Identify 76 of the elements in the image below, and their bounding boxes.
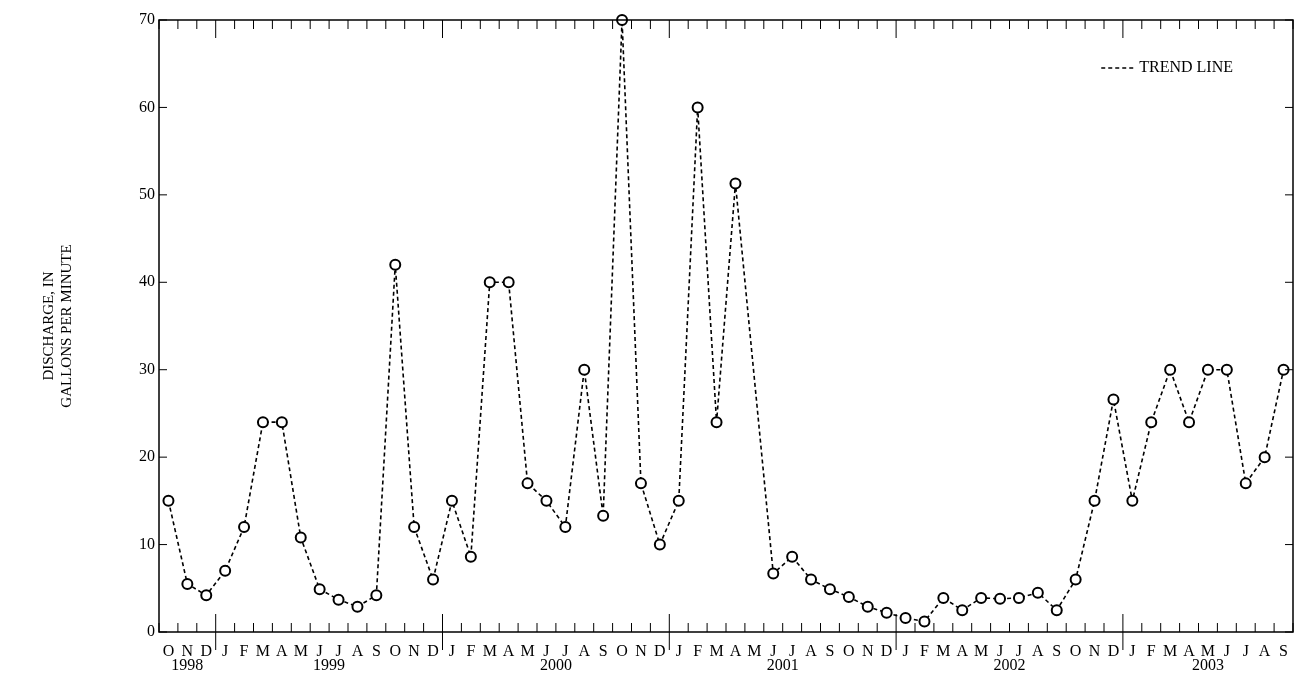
x-tick-label: J xyxy=(562,641,569,659)
text: 1999 xyxy=(313,656,346,674)
x-tick-label: M xyxy=(936,641,951,659)
text: 2001 xyxy=(766,656,799,674)
y-tick-label: 70 xyxy=(139,10,155,28)
x-tick-label: J xyxy=(448,641,456,659)
x-tick-label: M xyxy=(1200,641,1216,659)
x-tick-label: A xyxy=(805,641,818,659)
text: 2000 xyxy=(539,656,572,674)
x-tick-label: F xyxy=(693,641,703,659)
x-tick-label: J xyxy=(1129,641,1136,659)
x-tick-label: O xyxy=(162,641,175,659)
x-tick-label: S xyxy=(1279,641,1288,659)
x-tick-label: D xyxy=(200,641,213,659)
x-tick-label: A xyxy=(956,641,969,659)
x-tick-label: M xyxy=(974,641,989,659)
x-tick-label: F xyxy=(239,641,249,659)
x-tick-label: O xyxy=(843,641,855,659)
x-tick-label: J xyxy=(1223,641,1230,659)
x-tick-label: O xyxy=(389,641,402,659)
x-tick-label: O xyxy=(1069,641,1082,659)
x-tick-label: S xyxy=(371,641,381,659)
x-tick-label: A xyxy=(578,641,591,659)
x-tick-label: J xyxy=(902,641,909,659)
x-tick-label: J xyxy=(316,641,323,659)
y-tick-label: 0 xyxy=(147,622,155,640)
x-tick-label: J xyxy=(789,641,796,659)
x-tick-label: J xyxy=(1242,641,1249,659)
x-tick-label: D xyxy=(880,641,893,659)
x-tick-label: F xyxy=(920,641,929,659)
x-tick-label: N xyxy=(408,641,421,659)
text: 2003 xyxy=(1191,656,1224,674)
x-tick-label: M xyxy=(482,641,497,659)
x-tick-label: N xyxy=(181,641,194,659)
x-tick-label: J xyxy=(335,641,342,659)
x-tick-label: D xyxy=(427,641,439,659)
x-tick-label: D xyxy=(1107,641,1120,659)
x-tick-label: N xyxy=(635,641,648,659)
y-tick-label: 50 xyxy=(139,185,155,203)
x-tick-label: S xyxy=(1052,641,1062,659)
x-tick-label: N xyxy=(861,641,874,659)
x-tick-label: J xyxy=(770,641,777,659)
y-tick-label: 20 xyxy=(139,447,155,465)
x-tick-label: J xyxy=(996,641,1004,659)
x-tick-label: J xyxy=(543,641,550,659)
x-tick-label: A xyxy=(1183,641,1196,659)
x-tick-label: A xyxy=(1032,641,1045,659)
x-tick-label: M xyxy=(709,641,724,659)
x-tick-label: J xyxy=(222,641,229,659)
y-tick-label: 10 xyxy=(139,534,155,552)
x-tick-label: J xyxy=(675,641,682,659)
x-tick-label: M xyxy=(293,641,308,659)
x-tick-label: D xyxy=(654,641,666,659)
x-tick-label: N xyxy=(1088,641,1101,659)
x-tick-label: O xyxy=(616,641,628,659)
x-tick-label: F xyxy=(1146,641,1156,659)
x-tick-label: A xyxy=(1258,641,1271,659)
text: 2002 xyxy=(993,656,1026,674)
x-tick-label: A xyxy=(502,641,515,659)
x-tick-label: M xyxy=(255,641,271,659)
x-tick-label: S xyxy=(825,641,835,659)
x-tick-label: M xyxy=(520,641,535,659)
y-tick-label: 60 xyxy=(139,97,155,115)
x-tick-label: A xyxy=(276,641,289,659)
y-tick-label: 40 xyxy=(139,272,155,290)
x-tick-label: M xyxy=(1163,641,1178,659)
legend-label: TREND LINE xyxy=(1139,58,1234,76)
y-axis-title: DISCHARGE, IN GALLONS PER MINUTE xyxy=(39,244,74,408)
text: 1998 xyxy=(171,656,204,674)
x-tick-label: A xyxy=(351,641,364,659)
x-tick-label: A xyxy=(729,641,742,659)
x-tick-label: J xyxy=(1015,641,1023,659)
x-tick-label: S xyxy=(598,641,608,659)
x-tick-label: F xyxy=(466,641,476,659)
y-tick-label: 30 xyxy=(139,359,155,377)
x-tick-label: M xyxy=(747,641,762,659)
